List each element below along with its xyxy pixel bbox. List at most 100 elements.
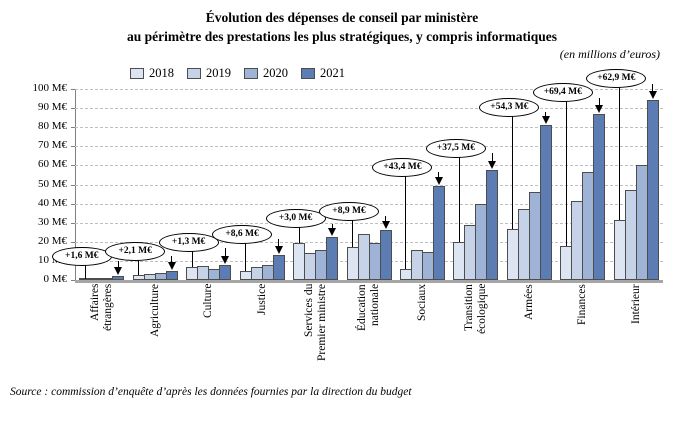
annotation-bubble: +8,6 M€: [212, 224, 273, 244]
x-axis-label-cell: Finances: [556, 284, 609, 380]
callout-arrow-stem: [438, 172, 440, 178]
y-axis-tick-label: 20 M€: [37, 234, 67, 247]
bar-2021: [219, 265, 232, 280]
gridline: [75, 184, 663, 186]
annotation-bubble: +54,3 M€: [479, 97, 540, 117]
legend-swatch-2021: [301, 68, 315, 79]
callout-arrow-head: [434, 177, 443, 186]
annotation-bubble: +1,6 M€: [51, 246, 112, 266]
y-axis-tick-label: 80 M€: [37, 120, 67, 133]
gridline: [75, 108, 663, 110]
gridline: [75, 127, 663, 129]
callout-arrow-head: [381, 220, 390, 229]
annotation-bubble: +1,3 M€: [158, 233, 219, 253]
callout-arrow-head: [595, 104, 604, 113]
x-axis-label-cell: Affaires étrangères: [75, 284, 128, 380]
y-axis-tick-mark: [71, 222, 75, 224]
x-axis-line: [75, 280, 663, 283]
callout-connector-line: [458, 154, 460, 242]
callout-arrow-stem: [545, 112, 547, 117]
y-axis-tick-mark: [71, 89, 75, 90]
callout-connector-line: [352, 217, 353, 247]
bar-2021: [486, 170, 499, 280]
callout-arrow-stem: [171, 256, 173, 263]
y-axis-tick-mark: [71, 184, 75, 186]
bar-2021: [272, 255, 285, 280]
callout-connector-line: [191, 248, 193, 268]
callout-arrow-stem: [117, 261, 119, 267]
x-axis-label-cell: Services du Premier ministre: [289, 284, 342, 380]
legend-item: 2019: [187, 66, 231, 81]
annotation-bubble: +8,9 M€: [319, 201, 379, 221]
x-axis-label: Justice: [255, 284, 268, 316]
y-axis-tick-label: 40 M€: [37, 196, 67, 209]
plot-area: 0 M€ 10 M€ 20 M€ 30 M€ 40 M€ 50 M€ 60 M€ 70 M€ 8…: [32, 69, 663, 285]
y-axis-tick-label: 60 M€: [37, 158, 67, 171]
legend-swatch-2019: [187, 68, 201, 79]
annotation-bubble: +62,9 M€: [586, 69, 647, 89]
y-axis-tick-label: 0 M€: [43, 273, 67, 285]
callout-connector-line: [298, 224, 300, 243]
x-axis-label-cell: Armées: [503, 284, 556, 380]
callout-connector-line: [512, 113, 514, 229]
bar-2021: [379, 230, 392, 280]
gridline: [75, 165, 663, 167]
y-axis-tick-mark: [71, 203, 75, 205]
x-axis-label: Services du Premier ministre: [302, 284, 328, 361]
callout-arrow-stem: [278, 239, 280, 246]
callout-arrow-head: [541, 116, 550, 125]
callout-arrow-head: [488, 161, 497, 170]
callout-arrow-stem: [331, 223, 333, 229]
y-axis-tick-mark: [71, 165, 75, 167]
callout-arrow-stem: [385, 216, 386, 221]
legend-label: 2021: [320, 66, 345, 80]
y-axis-tick-label: 50 M€: [37, 177, 67, 190]
callout-arrow-stem: [491, 153, 493, 162]
callout-connector-line: [565, 98, 567, 247]
x-axis-label: Affaires étrangères: [88, 284, 114, 332]
callout-connector-line: [405, 173, 407, 269]
callout-arrow-stem: [598, 97, 600, 105]
y-axis-tick-label: 30 M€: [37, 215, 67, 228]
bar-2021: [593, 114, 606, 280]
callout-connector-line: [138, 257, 140, 276]
legend-label: 2020: [263, 66, 288, 80]
annotation-bubble: +37,5 M€: [425, 138, 486, 158]
callout-arrow-stem: [224, 247, 226, 256]
callout-arrow-head: [167, 262, 176, 271]
legend-swatch-2020: [244, 68, 258, 79]
x-axis-label: Transition écologique: [462, 284, 488, 335]
callout-arrow-head: [114, 266, 123, 275]
bar-2021: [165, 271, 178, 280]
x-axis-label-cell: Transition écologique: [449, 284, 502, 380]
y-axis-tick-label: 70 M€: [37, 139, 67, 152]
callout-arrow-head: [221, 255, 230, 264]
legend-label: 2018: [149, 66, 174, 80]
legend-label: 2019: [206, 66, 231, 80]
callout-connector-line: [245, 240, 247, 272]
x-axis-label-cell: Intérieur: [610, 284, 663, 380]
title-line-1: Évolution des dépenses de conseil par mi…: [205, 10, 479, 25]
annotation-bubble: +3,0 M€: [265, 209, 326, 229]
source-note: Source : commission d’enquête d’après le…: [10, 386, 412, 398]
x-axis-label-cell: Justice: [235, 284, 288, 380]
x-axis-label: Éducation nationale: [355, 284, 381, 331]
bar-2021: [646, 100, 659, 280]
gridline: [75, 222, 663, 224]
callout-arrow-head: [328, 228, 337, 237]
y-axis-tick-label: 100 M€: [32, 82, 67, 94]
x-axis-label: Finances: [576, 284, 589, 325]
bar-2021: [326, 237, 339, 280]
y-axis-tick-mark: [71, 108, 75, 110]
unit-note: (en millions d’euros): [559, 47, 660, 61]
x-axis-label-cell: Agriculture: [128, 284, 181, 380]
y-axis-tick-mark: [71, 127, 75, 129]
x-axis-label: Culture: [202, 284, 215, 319]
x-axis-label-cell: Éducation nationale: [342, 284, 395, 380]
legend-swatch-2018: [130, 68, 144, 79]
bar-2021: [112, 276, 125, 280]
callout-arrow-stem: [652, 83, 654, 91]
annotation-bubble: +2,1 M€: [105, 241, 166, 261]
x-axis-label: Intérieur: [629, 284, 642, 324]
